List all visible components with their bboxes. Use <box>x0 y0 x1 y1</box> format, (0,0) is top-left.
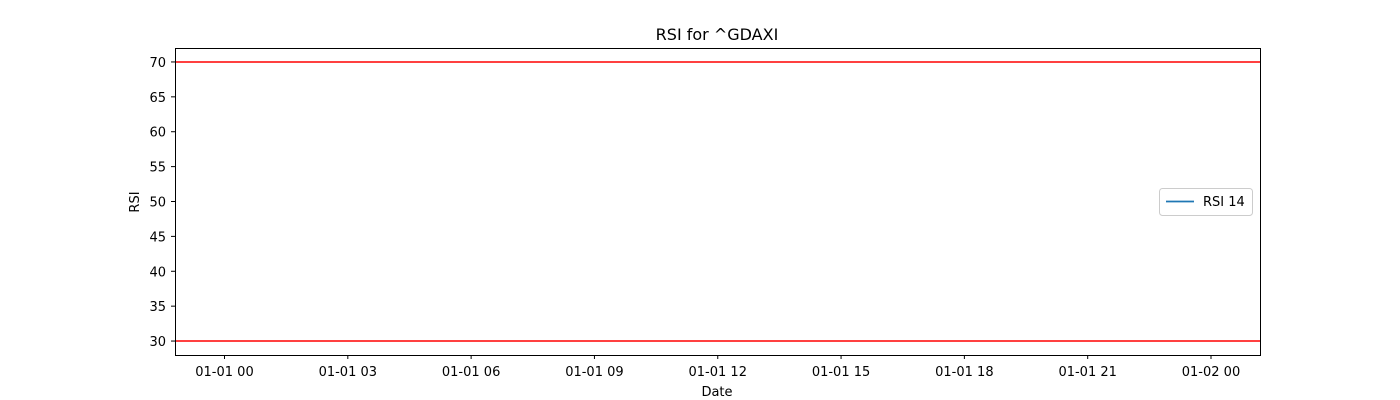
y-tick-label: 45 <box>149 230 166 245</box>
y-axis-label: RSI <box>128 191 143 212</box>
y-tick-label: 30 <box>149 335 166 350</box>
y-tick-label: 70 <box>149 56 166 71</box>
x-tick-label: 01-01 09 <box>565 365 623 380</box>
y-tick-label: 55 <box>149 161 166 176</box>
plot-area <box>175 61 1260 342</box>
legend-label-rsi-14: RSI 14 <box>1203 195 1245 210</box>
y-tick-label: 50 <box>149 196 166 211</box>
x-tick-label: 01-01 12 <box>689 365 747 380</box>
x-tick-label: 01-01 03 <box>319 365 377 380</box>
legend: RSI 14 <box>1159 188 1253 216</box>
y-tick-label: 35 <box>149 300 166 315</box>
x-tick-label: 01-02 00 <box>1182 365 1240 380</box>
x-tick-label: 01-01 06 <box>442 365 500 380</box>
x-tick-label: 01-01 18 <box>935 365 993 380</box>
y-tick-label: 40 <box>149 265 166 280</box>
y-tick-label: 65 <box>149 91 166 106</box>
x-axis: 01-01 00 01-01 03 01-01 06 01-01 09 01-01 12… <box>195 355 1240 380</box>
legend-box <box>1159 188 1253 216</box>
y-tick-label: 60 <box>149 126 166 141</box>
plot-frame <box>175 48 1261 356</box>
y-axis: 30 35 40 45 50 55 60 65 70 <box>149 56 175 350</box>
x-axis-label: Date <box>701 385 732 400</box>
x-tick-label: 01-01 15 <box>812 365 870 380</box>
x-tick-label: 01-01 00 <box>195 365 253 380</box>
x-tick-label: 01-01 21 <box>1058 365 1116 380</box>
chart-title: RSI for ^GDAXI <box>656 25 779 44</box>
